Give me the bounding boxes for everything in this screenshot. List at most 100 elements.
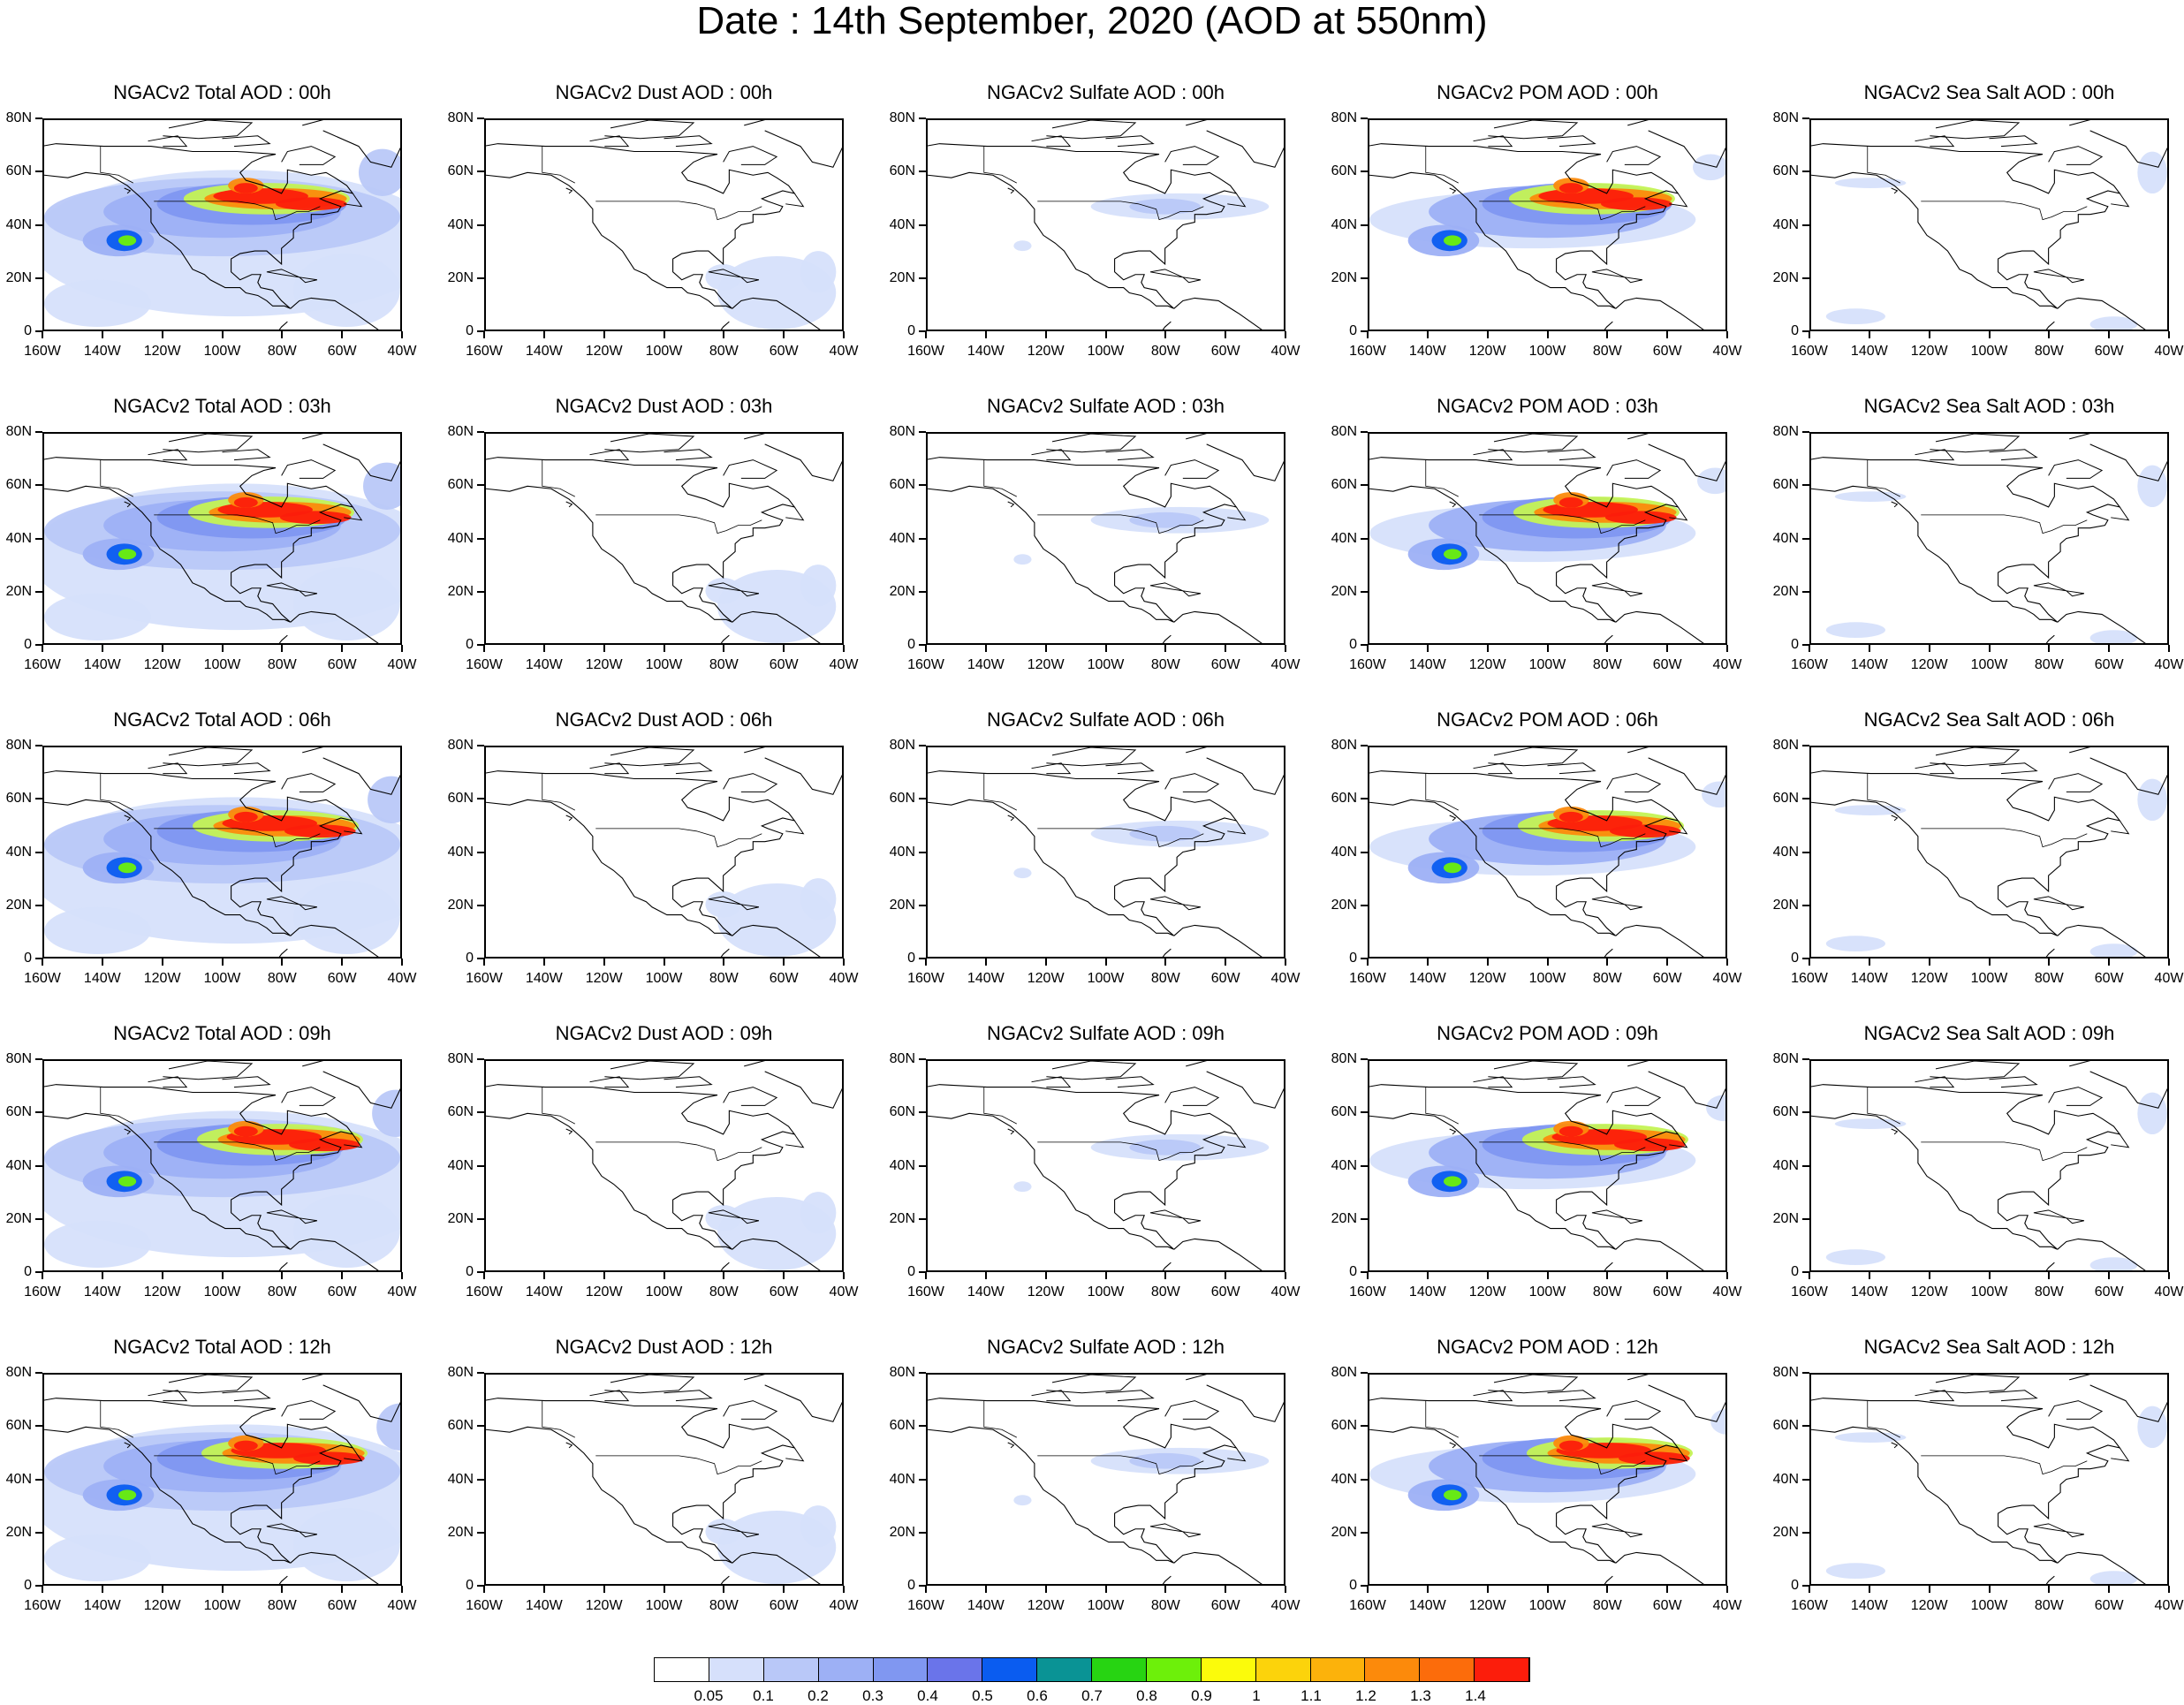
border-line (1425, 146, 1459, 184)
lon-tick-label: 140W (967, 657, 1005, 672)
panel-title: NGACv2 Sulfate AOD : 03h (986, 395, 1225, 417)
lat-tick-label: 80N (447, 1365, 474, 1380)
lon-tick-mark (542, 959, 545, 966)
lon-tick-label: 160W (907, 1598, 944, 1613)
coastline (720, 924, 821, 957)
coastline (1891, 501, 1899, 508)
coastline (486, 770, 796, 936)
lon-tick-label: 120W (1468, 971, 1506, 986)
coastline (302, 120, 400, 168)
coastline (1488, 1061, 1579, 1080)
panel-title: NGACv2 Dust AOD : 06h (555, 709, 773, 731)
lon-tick-mark (1809, 1586, 1810, 1593)
map-panel: NGACv2 Dust AOD : 00h 80N 60N 40N 20N 0 160W 14… (448, 81, 859, 367)
lon-tick-mark (843, 645, 845, 652)
lon-tick-label: 120W (1468, 1598, 1506, 1613)
coastline (266, 269, 300, 278)
coastline (785, 820, 805, 835)
lon-tick-label: 80W (2034, 344, 2064, 359)
lon-tick-mark (161, 645, 163, 652)
coastline (1186, 434, 1284, 481)
lon-tick-label: 160W (1791, 971, 1828, 986)
lon-tick-label: 80W (2034, 1284, 2064, 1300)
aerosol-field (1834, 178, 1907, 189)
lon-tick-label: 120W (1027, 1598, 1065, 1613)
aerosol-field (44, 906, 151, 955)
coastline (565, 501, 573, 508)
lon-tick-label: 100W (645, 657, 683, 672)
coastline (486, 1084, 796, 1250)
lon-tick-mark (101, 1586, 103, 1593)
lat-tick-mark (1802, 590, 1809, 593)
lat-tick-mark (1802, 1585, 1809, 1587)
coastline (740, 277, 760, 284)
lat-tick-label: 0 (1791, 637, 1799, 652)
coastline (1624, 904, 1643, 911)
lon-tick-label: 120W (1027, 1284, 1065, 1300)
aerosol-field (372, 1089, 400, 1137)
coastline (163, 747, 254, 767)
lon-tick-label: 160W (907, 344, 944, 359)
aerosol-field (705, 577, 741, 604)
aerosol-field (1558, 1440, 1583, 1451)
lon-tick-mark (42, 331, 43, 338)
lat-tick-label: 0 (1349, 951, 1357, 966)
coastline (2069, 120, 2167, 168)
colorbar-swatch (1310, 1658, 1366, 1681)
lat-tick-mark (1361, 1164, 1368, 1167)
lat-tick-label: 60N (5, 477, 32, 493)
colorbar-swatch (1365, 1658, 1421, 1681)
lat-tick-label: 0 (466, 1578, 474, 1593)
lat-tick-mark (919, 537, 926, 540)
lat-tick-mark (919, 1058, 926, 1060)
lon-tick-mark (341, 331, 344, 338)
lon-tick-label: 160W (1349, 344, 1386, 359)
lon-tick-mark (1426, 1586, 1429, 1593)
lat-tick-mark (1802, 484, 1809, 487)
lat-tick-label: 20N (1772, 1210, 1799, 1226)
coastline (44, 1398, 354, 1564)
coastline (1162, 610, 1263, 643)
lon-tick-label: 140W (525, 971, 563, 986)
lat-tick-label: 20N (1772, 897, 1799, 913)
lon-tick-label: 100W (203, 344, 241, 359)
colorbar-label: 0.8 (1136, 1687, 1157, 1704)
lat-tick-label: 40N (1331, 530, 1357, 546)
coastline (1488, 434, 1579, 453)
lon-tick-label: 80W (1592, 344, 1622, 359)
lat-tick-label: 0 (466, 323, 474, 338)
lon-tick-label: 160W (466, 1598, 503, 1613)
lat-tick-mark (477, 537, 484, 540)
colorbar-label: 1.2 (1355, 1687, 1376, 1704)
lon-tick-mark (1606, 1586, 1609, 1593)
coastline (124, 1128, 132, 1135)
border-line (1037, 514, 1204, 534)
lat-tick-mark (35, 1372, 42, 1374)
lon-tick-label: 160W (907, 657, 944, 672)
border-line (154, 1141, 321, 1162)
coastline (2033, 269, 2067, 278)
coastline (163, 434, 254, 453)
lon-tick-label: 100W (1087, 657, 1125, 672)
panel-title: NGACv2 Sulfate AOD : 06h (986, 709, 1225, 731)
aerosol-field (118, 862, 137, 874)
border-line (100, 1400, 133, 1438)
lat-tick-label: 20N (1331, 269, 1357, 285)
map-panel: NGACv2 Sulfate AOD : 09h 80N 60N 40N 20N 0 160… (890, 1022, 1301, 1307)
lat-tick-mark (477, 1217, 484, 1220)
lat-tick-mark (1361, 1425, 1368, 1428)
coastline (1186, 1375, 1284, 1422)
lat-tick-mark (1361, 1478, 1368, 1481)
lat-tick-label: 60N (1331, 1418, 1357, 1434)
lat-tick-mark (477, 170, 484, 173)
lon-tick-mark (1726, 959, 1728, 966)
lat-tick-label: 20N (5, 1524, 32, 1540)
lat-tick-mark (1802, 1111, 1809, 1114)
lat-tick-mark (35, 1058, 42, 1060)
border-line (1037, 201, 1204, 221)
lat-tick-label: 0 (1791, 951, 1799, 966)
lon-tick-label: 140W (83, 1284, 121, 1300)
coastline (222, 449, 271, 461)
lat-tick-label: 20N (1772, 269, 1799, 285)
lat-tick-label: 80N (1772, 1051, 1799, 1066)
